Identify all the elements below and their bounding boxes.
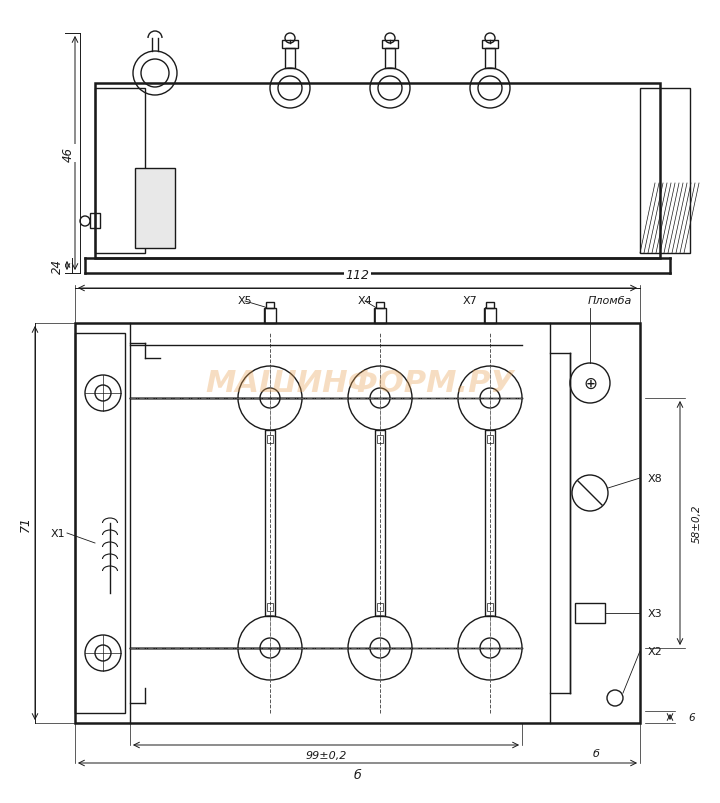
Bar bbox=[267, 603, 273, 611]
Text: 6: 6 bbox=[688, 712, 695, 722]
Bar bbox=[282, 41, 298, 49]
Bar bbox=[264, 308, 276, 324]
Text: Х1: Х1 bbox=[50, 528, 65, 538]
Text: 58±0,2: 58±0,2 bbox=[692, 504, 702, 543]
Bar bbox=[75, 324, 640, 723]
Text: 46: 46 bbox=[61, 146, 74, 161]
Bar bbox=[375, 430, 385, 616]
Bar bbox=[485, 430, 495, 616]
Text: 71: 71 bbox=[19, 516, 32, 532]
Bar bbox=[575, 603, 605, 623]
Bar bbox=[90, 214, 100, 229]
Bar bbox=[267, 435, 273, 443]
Bar bbox=[374, 308, 386, 324]
Text: б: б bbox=[593, 748, 600, 758]
Bar bbox=[95, 84, 660, 259]
Text: Х2: Х2 bbox=[648, 646, 662, 656]
Text: 24: 24 bbox=[50, 259, 63, 274]
Bar bbox=[485, 49, 495, 69]
Text: Х5: Х5 bbox=[238, 296, 252, 306]
Text: ⊕: ⊕ bbox=[583, 374, 597, 393]
Bar bbox=[484, 308, 496, 324]
Text: Х7: Х7 bbox=[463, 296, 477, 306]
Bar bbox=[482, 41, 498, 49]
Text: б: б bbox=[354, 768, 361, 781]
Bar bbox=[640, 89, 690, 254]
Text: Х3: Х3 bbox=[648, 608, 662, 618]
Text: Х4: Х4 bbox=[358, 296, 372, 306]
Bar bbox=[285, 49, 295, 69]
Bar bbox=[376, 303, 384, 308]
Text: МАШИНФОРМ.РУ: МАШИНФОРМ.РУ bbox=[205, 369, 515, 398]
Bar bbox=[377, 603, 383, 611]
Text: Х8: Х8 bbox=[648, 474, 662, 483]
Bar bbox=[377, 435, 383, 443]
Bar bbox=[487, 603, 493, 611]
Bar bbox=[135, 169, 175, 249]
Bar bbox=[75, 333, 125, 713]
Bar bbox=[486, 303, 494, 308]
Bar bbox=[95, 89, 145, 254]
Bar bbox=[487, 435, 493, 443]
Bar bbox=[265, 430, 275, 616]
Text: Пломба: Пломба bbox=[588, 296, 632, 306]
Bar bbox=[266, 303, 274, 308]
Bar bbox=[382, 41, 398, 49]
Text: 99±0,2: 99±0,2 bbox=[305, 750, 347, 760]
Bar bbox=[385, 49, 395, 69]
Text: 112: 112 bbox=[346, 269, 369, 282]
